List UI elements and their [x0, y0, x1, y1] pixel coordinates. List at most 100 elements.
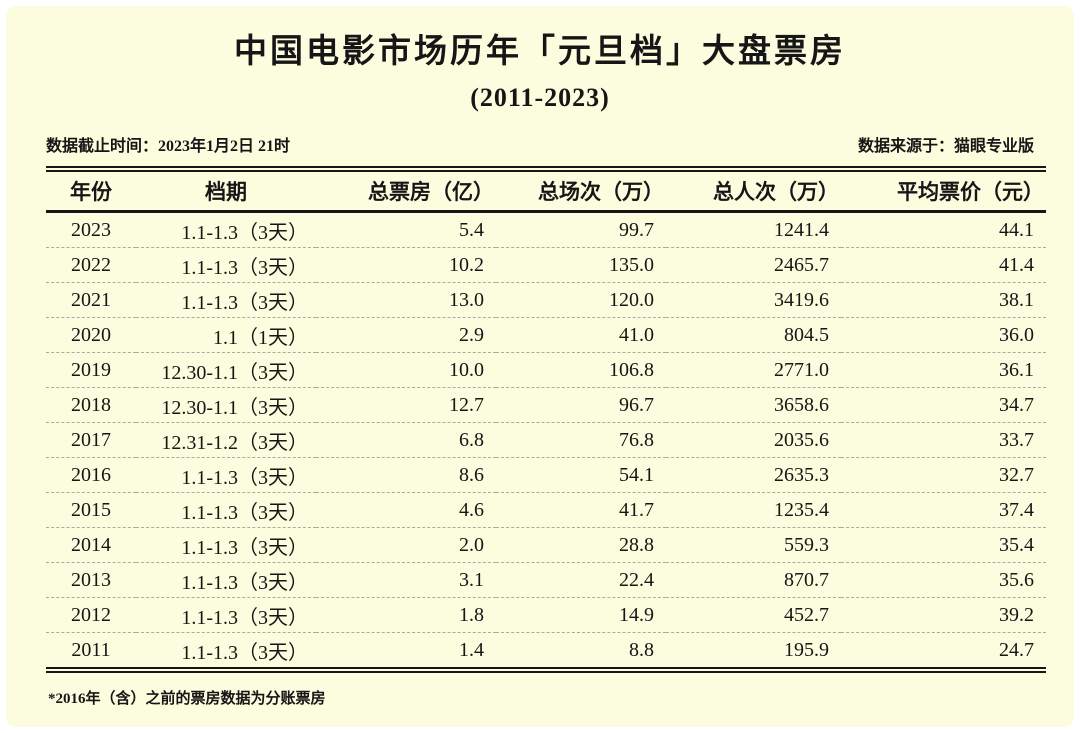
cell-admissions-10k: 2635.3 [666, 457, 841, 493]
cell-admissions-10k: 1235.4 [666, 492, 841, 528]
cell-year: 2023 [71, 218, 111, 241]
column-header-sessions: 总场次（万） [496, 169, 666, 213]
poster-card: 中国电影市场历年「元旦档」大盘票房 (2011-2023) 数据截止时间：202… [6, 6, 1074, 727]
cell-admissions-10k: 804.5 [666, 317, 841, 353]
table-row: 2021 1.1-1.3（3天） 13.0 120.0 3419.6 38.1 [46, 282, 1046, 318]
page-subtitle: (2011-2023) [470, 83, 610, 112]
cell-year: 2015 [46, 492, 136, 528]
cell-avg-price-yuan: 35.4 [841, 527, 1046, 563]
cell-period: 1.1-1.3（3天） [181, 221, 308, 244]
cell-gross-billion: 5.4 [459, 218, 484, 241]
cell-period: 1.1-1.3（3天） [136, 492, 316, 528]
cell-period: 1.1-1.3（3天） [136, 597, 316, 633]
cell-gross-billion: 4.6 [316, 492, 496, 528]
table-header: 年份 档期 总票房（亿） 总场次（万） 总人次（万） 平均票价（元） [46, 169, 1046, 213]
cell-period: 1.1-1.3（3天） [136, 282, 316, 318]
cell-year: 2016 [46, 457, 136, 493]
cell-period: 1.1-1.3（3天） [136, 457, 316, 493]
boxoffice-table: 年份 档期 总票房（亿） 总场次（万） 总人次（万） 平均票价（元） 2023 1… [46, 166, 1046, 673]
cell-avg-price-yuan: 32.7 [841, 457, 1046, 493]
page-title: 中国电影市场历年「元旦档」大盘票房 [234, 34, 846, 70]
cell-admissions-10k: 3419.6 [666, 282, 841, 318]
column-header-period: 档期 [136, 169, 316, 213]
cell-year: 2013 [46, 562, 136, 598]
cell-gross-billion: 6.8 [316, 422, 496, 458]
cell-sessions-10k: 8.8 [496, 632, 666, 670]
cell-admissions-10k: 2465.7 [666, 247, 841, 283]
cell-year: 2021 [46, 282, 136, 318]
cell-year: 2020 [46, 317, 136, 353]
cell-avg-price-yuan: 36.0 [841, 317, 1046, 353]
column-header-year: 年份 [46, 169, 136, 213]
cell-gross-billion: 13.0 [316, 282, 496, 318]
cell-admissions-10k: 1241.4 [774, 218, 829, 241]
cell-avg-price-yuan: 36.1 [841, 352, 1046, 388]
table-row: 2016 1.1-1.3（3天） 8.6 54.1 2635.3 32.7 [46, 457, 1046, 493]
table-row: 2012 1.1-1.3（3天） 1.8 14.9 452.7 39.2 [46, 597, 1046, 633]
cell-period: 12.31-1.2（3天） [136, 422, 316, 458]
cell-sessions-10k: 135.0 [496, 247, 666, 283]
cell-year: 2017 [46, 422, 136, 458]
table-row: 2022 1.1-1.3（3天） 10.2 135.0 2465.7 41.4 [46, 247, 1046, 283]
cell-avg-price-yuan: 44.1 [999, 218, 1034, 241]
cell-sessions-10k: 41.7 [496, 492, 666, 528]
table-row: 2014 1.1-1.3（3天） 2.0 28.8 559.3 35.4 [46, 527, 1046, 563]
cell-gross-billion: 10.0 [316, 352, 496, 388]
cell-period: 12.30-1.1（3天） [136, 352, 316, 388]
cell-sessions-10k: 41.0 [496, 317, 666, 353]
table-row: 2019 12.30-1.1（3天） 10.0 106.8 2771.0 36.1 [46, 352, 1046, 388]
cell-year: 2012 [46, 597, 136, 633]
cell-year: 2014 [46, 527, 136, 563]
cell-period: 12.30-1.1（3天） [136, 387, 316, 423]
data-source-label: 数据来源于：猫眼专业版 [857, 138, 1034, 155]
column-header-admissions: 总人次（万） [666, 169, 841, 213]
cell-admissions-10k: 3658.6 [666, 387, 841, 423]
cell-gross-billion: 1.8 [316, 597, 496, 633]
cell-sessions-10k: 96.7 [496, 387, 666, 423]
cell-admissions-10k: 2771.0 [666, 352, 841, 388]
cell-avg-price-yuan: 33.7 [841, 422, 1046, 458]
boxoffice-table-body: 2023 1.1-1.3（3天） 5.4 99.7 1241.4 44.1 2022 1.1-… [46, 212, 1046, 670]
cell-avg-price-yuan: 41.4 [841, 247, 1046, 283]
cell-gross-billion: 8.6 [316, 457, 496, 493]
column-header-avg-price: 平均票价（元） [841, 169, 1046, 213]
cell-avg-price-yuan: 35.6 [841, 562, 1046, 598]
cell-admissions-10k: 559.3 [666, 527, 841, 563]
cell-gross-billion: 10.2 [316, 247, 496, 283]
cell-sessions-10k: 28.8 [496, 527, 666, 563]
cell-gross-billion: 2.9 [316, 317, 496, 353]
cell-admissions-10k: 870.7 [666, 562, 841, 598]
cell-sessions-10k: 120.0 [496, 282, 666, 318]
table-row: 2013 1.1-1.3（3天） 3.1 22.4 870.7 35.6 [46, 562, 1046, 598]
table-row: 2020 1.1（1天） 2.9 41.0 804.5 36.0 [46, 317, 1046, 353]
cell-gross-billion: 3.1 [316, 562, 496, 598]
cell-year: 2018 [46, 387, 136, 423]
table-row: 2017 12.31-1.2（3天） 6.8 76.8 2035.6 33.7 [46, 422, 1046, 458]
footnote: *2016年（含）之前的票房数据为分账票房 [48, 691, 326, 707]
cell-period: 1.1-1.3（3天） [136, 562, 316, 598]
cell-avg-price-yuan: 34.7 [841, 387, 1046, 423]
cell-sessions-10k: 54.1 [496, 457, 666, 493]
cell-avg-price-yuan: 24.7 [841, 632, 1046, 670]
table-header-row: 年份 档期 总票房（亿） 总场次（万） 总人次（万） 平均票价（元） [46, 169, 1046, 213]
cell-admissions-10k: 452.7 [666, 597, 841, 633]
cell-avg-price-yuan: 37.4 [841, 492, 1046, 528]
cell-avg-price-yuan: 38.1 [841, 282, 1046, 318]
cell-sessions-10k: 106.8 [496, 352, 666, 388]
cell-sessions-10k: 76.8 [496, 422, 666, 458]
table-row: 2011 1.1-1.3（3天） 1.4 8.8 195.9 24.7 [46, 632, 1046, 670]
cell-sessions-10k: 14.9 [496, 597, 666, 633]
column-header-gross: 总票房（亿） [316, 169, 496, 213]
table-row: 2018 12.30-1.1（3天） 12.7 96.7 3658.6 34.7 [46, 387, 1046, 423]
data-cutoff-label: 数据截止时间：2023年1月2日 21时 [46, 138, 291, 155]
cell-gross-billion: 2.0 [316, 527, 496, 563]
cell-year: 2022 [46, 247, 136, 283]
cell-gross-billion: 12.7 [316, 387, 496, 423]
cell-period: 1.1-1.3（3天） [136, 527, 316, 563]
cell-sessions-10k: 99.7 [619, 218, 654, 241]
cell-admissions-10k: 2035.6 [666, 422, 841, 458]
table-row: 2015 1.1-1.3（3天） 4.6 41.7 1235.4 37.4 [46, 492, 1046, 528]
cell-gross-billion: 1.4 [316, 632, 496, 670]
cell-year: 2011 [46, 632, 136, 670]
cell-sessions-10k: 22.4 [496, 562, 666, 598]
